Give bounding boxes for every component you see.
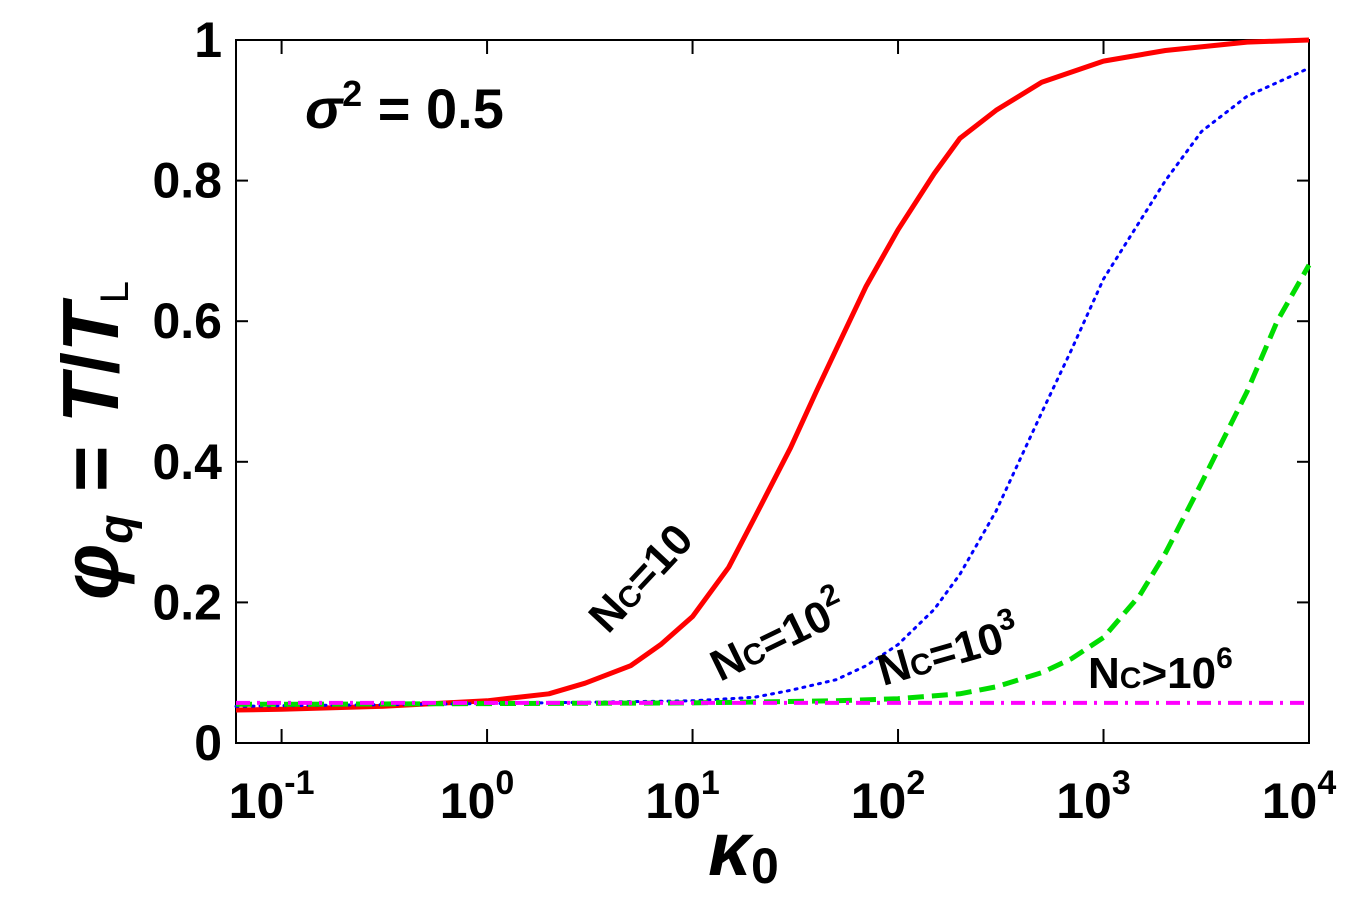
plot-area [235,39,1310,744]
x-tick-label: 104 [1262,764,1337,829]
sigma-annotation: σ2 = 0.5 [305,73,504,140]
y-tick-label: 0.8 [152,153,222,209]
x-tick-label: 102 [851,764,926,829]
axis-ticks: 0 0.2 0.4 0.6 0.8 1 10-1 100 101 102 103 104 [152,12,1336,829]
y-tick-label: 0.6 [152,293,222,349]
y-tick-label: 0 [194,715,222,771]
y-axis-label: φq = T/TL [46,281,143,600]
label-nc-10-3: NC=103 [870,602,1025,696]
x-axis-label: κ0 [708,807,779,894]
x-tick-label: 101 [645,764,720,829]
y-tick-label: 0.4 [152,434,222,490]
y-tick-label: 0.2 [152,574,222,630]
x-tick-label: 100 [440,764,515,829]
label-nc-10-6: NC>106 [1088,642,1233,698]
data-series [234,37,1312,713]
series-line-0 [235,37,1310,713]
y-tick-label: 1 [194,12,222,68]
x-tick-label: 10-1 [229,764,315,829]
x-tick-label: 103 [1056,764,1131,829]
label-nc-10-2: NC=102 [700,577,855,691]
series-line-2 [236,263,1312,707]
